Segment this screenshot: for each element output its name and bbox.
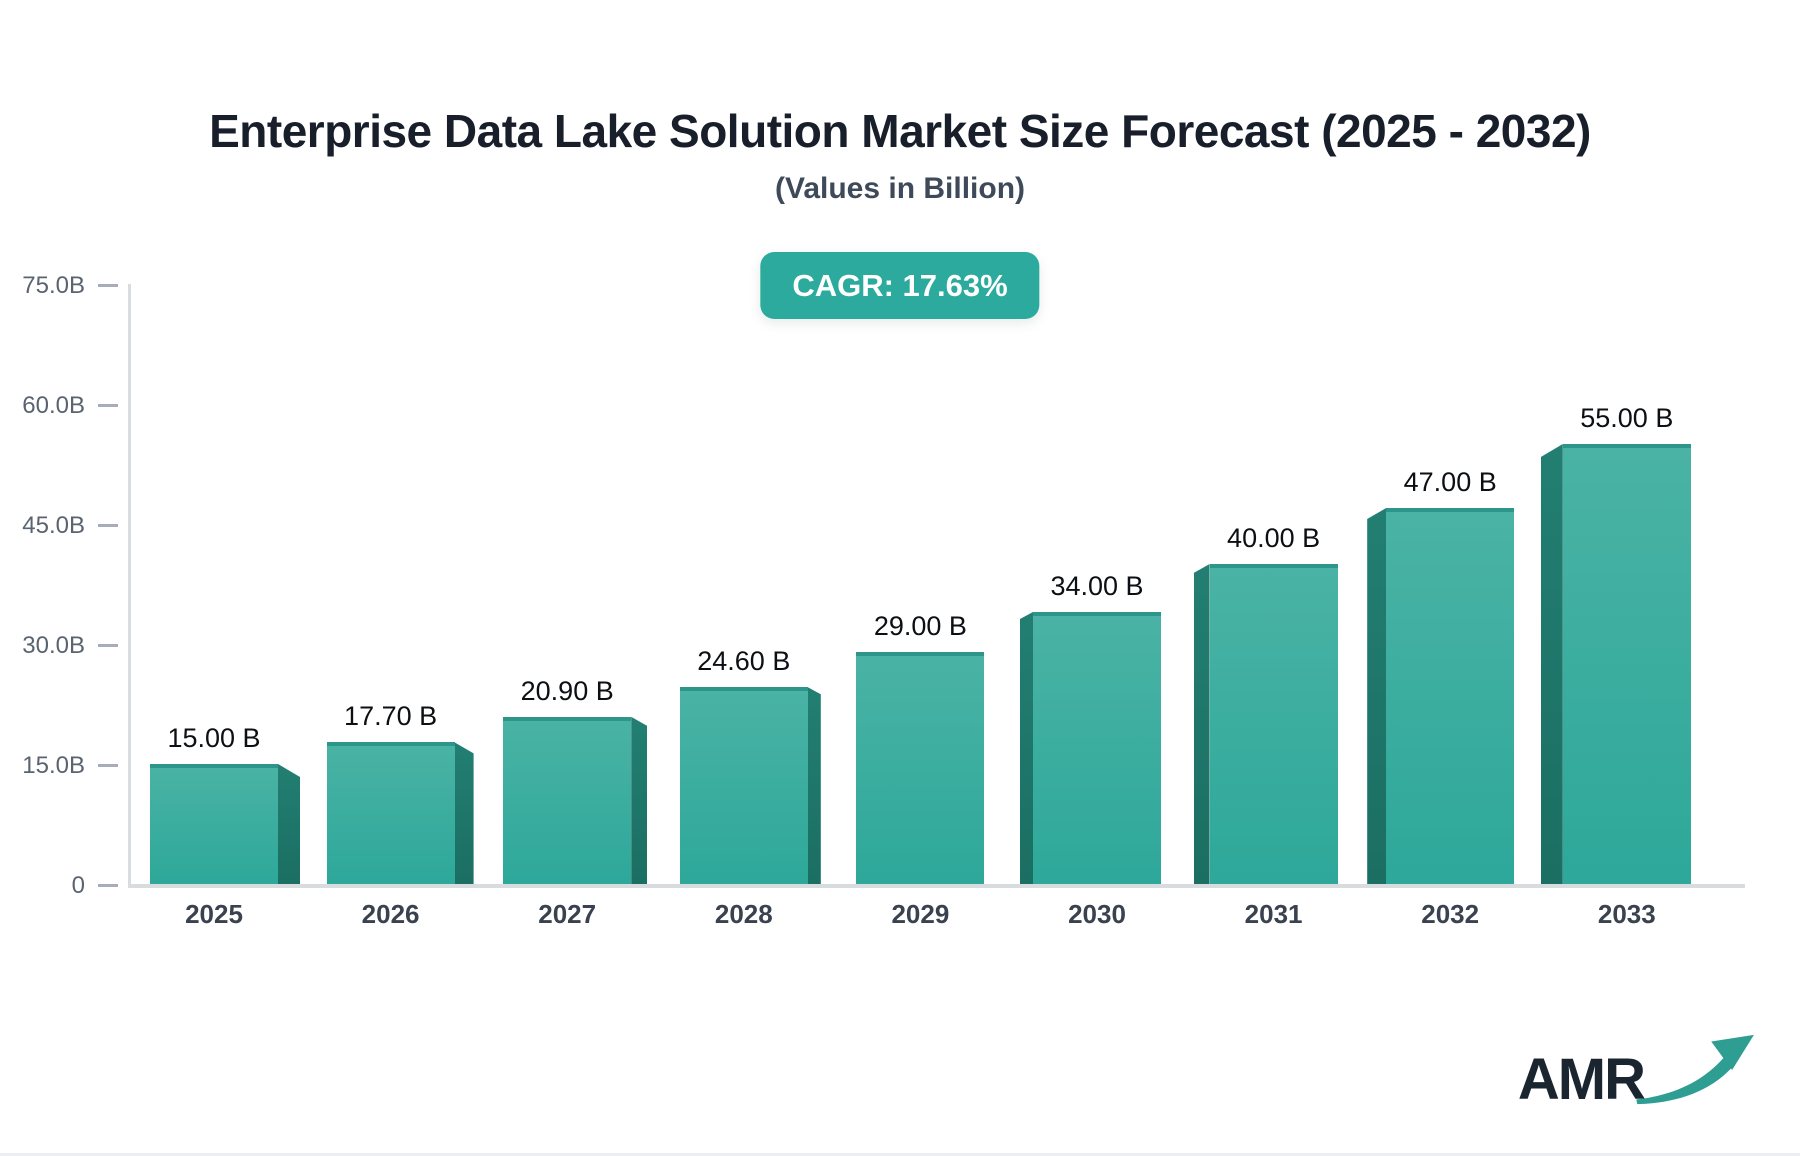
- bar-face: [326, 742, 455, 884]
- amr-logo-text: AMR: [1517, 1046, 1646, 1112]
- x-axis-label: 2028: [714, 899, 773, 929]
- bar-face: [1209, 564, 1338, 884]
- bar-value-label: 29.00 B: [873, 611, 967, 641]
- bar-side-face: [454, 742, 474, 884]
- x-axis-label: 2027: [538, 899, 597, 929]
- y-axis-tick-mark: [98, 524, 118, 527]
- y-axis-tick-mark: [98, 764, 118, 767]
- bar-value-label: 24.60 B: [697, 646, 791, 677]
- y-axis-tick-label: 45.0B: [22, 512, 85, 539]
- y-axis-tick-mark: [98, 284, 118, 287]
- x-axis: 2025 2026 2027 2028 2029 2030 2031 2032 2033: [130, 899, 1743, 943]
- y-axis-line: [128, 284, 131, 888]
- bar-value-label: 34.00 B: [1050, 571, 1144, 601]
- bar-face: [856, 652, 985, 884]
- cagr-badge: CAGR: 17.63%: [760, 252, 1040, 319]
- bar-value-label: 47.00 B: [1403, 467, 1497, 497]
- bar-face: [1386, 508, 1515, 884]
- bar-side-face: [1193, 564, 1210, 884]
- bar-face: [679, 687, 808, 884]
- y-axis-tick-mark: [98, 644, 118, 647]
- bar-value-label: 55.00 B: [1580, 403, 1674, 433]
- y-axis-tick-label: 75.0B: [22, 272, 85, 299]
- bar-side-face: [1020, 612, 1033, 884]
- y-axis-tick-label: 15.0B: [22, 752, 85, 779]
- bar-face: [1562, 444, 1691, 884]
- bar-value-label: 17.70 B: [344, 701, 438, 732]
- y-axis-tick-label: 30.0B: [22, 632, 85, 659]
- bar-side-face: [278, 764, 300, 884]
- x-axis-baseline: [128, 884, 1745, 888]
- bar-value-label: 40.00 B: [1227, 523, 1321, 553]
- bar-value-label: 20.90 B: [520, 675, 614, 706]
- bar-face: [1033, 612, 1161, 884]
- amr-logo: AMR: [1517, 1033, 1760, 1112]
- y-axis-tick-mark: [98, 404, 118, 407]
- bar-face: [503, 716, 632, 884]
- bar-face: [150, 764, 278, 884]
- bar-side-face: [631, 716, 648, 884]
- x-axis-label: 2025: [185, 899, 243, 929]
- chart-title: Enterprise Data Lake Solution Market Siz…: [209, 105, 1591, 157]
- x-axis-label: 2031: [1244, 899, 1303, 929]
- x-axis-label: 2030: [1068, 899, 1126, 929]
- chart-subtitle: (Values in Billion): [774, 172, 1026, 205]
- x-axis-label: 2033: [1597, 899, 1656, 929]
- x-axis-label: 2026: [361, 899, 420, 929]
- bar-side-face: [1367, 508, 1387, 884]
- plot-area: 15.00 B 17.70 B 20.90 B 24.60 B 29.00 B 34.00…: [128, 284, 1745, 888]
- bar-side-face: [807, 687, 821, 884]
- y-axis-tick-label: 60.0B: [22, 392, 85, 419]
- growth-arrow-icon: [1636, 1034, 1754, 1105]
- bar-side-face: [1540, 444, 1563, 884]
- x-axis-label: 2029: [891, 899, 950, 929]
- x-axis-label: 2032: [1421, 899, 1480, 929]
- y-axis-tick-label: 0: [71, 872, 85, 899]
- bar-value-label: 15.00 B: [167, 723, 261, 753]
- y-axis: 75.0B 60.0B 45.0B 30.0B 15.0B 0: [0, 272, 130, 899]
- y-axis-tick-mark: [98, 884, 118, 887]
